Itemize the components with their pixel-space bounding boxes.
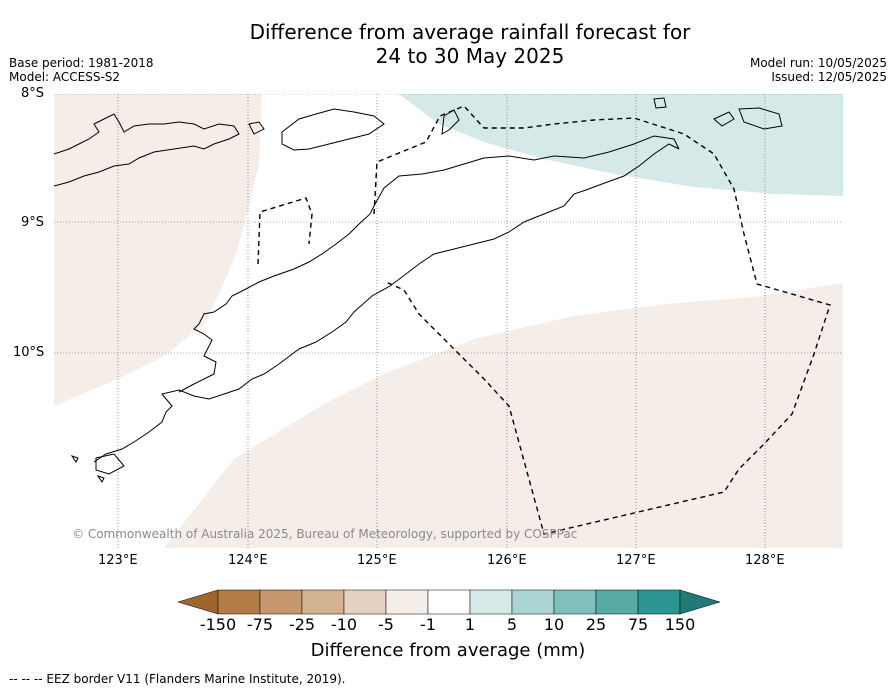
colorbar-tick-label: 10 — [543, 615, 565, 634]
small-island-8 — [96, 475, 105, 483]
colorbar-cell — [217, 589, 261, 615]
small-island-4 — [738, 107, 783, 130]
title-line-1: Difference from average rainfall forecas… — [249, 20, 691, 44]
colorbar-tick-label: 1 — [464, 615, 476, 634]
colorbar-tick-label: -5 — [378, 615, 394, 634]
colorbar-cell — [427, 589, 471, 615]
small-island-2 — [653, 97, 667, 109]
colorbar-tick-label: -75 — [246, 615, 274, 634]
colorbar-cell — [259, 589, 303, 615]
colorbar-tick-label: -150 — [199, 615, 237, 634]
meta-left: Base period: 1981-2018 Model: ACCESS-S2 — [9, 56, 154, 84]
colorbar-cell — [385, 589, 429, 615]
eez-border — [257, 105, 831, 535]
model-run-text: Model run: 10/05/2025 — [749, 56, 887, 70]
lon-label-124e: 124°E — [228, 553, 268, 568]
coastlines — [54, 97, 783, 483]
base-period-text: Base period: 1981-2018 — [9, 56, 154, 70]
colorbar-cell — [511, 589, 555, 615]
northern-islands-coast — [54, 113, 240, 187]
colorbar-tick-label: -25 — [288, 615, 316, 634]
lon-label-128e: 128°E — [745, 553, 785, 568]
colorbar-extend-high — [679, 589, 720, 615]
lon-label-125e: 125°E — [357, 553, 397, 568]
colorbar-tick-label: 5 — [506, 615, 518, 634]
lat-label-10s: 10°S — [13, 345, 45, 360]
lat-label-8s: 8°S — [21, 86, 45, 101]
colorbar-tick-label: 25 — [585, 615, 607, 634]
colorbar-cell — [301, 589, 345, 615]
small-island-3 — [713, 111, 735, 127]
colorbar-cell — [553, 589, 597, 615]
lat-label-9s: 9°S — [21, 215, 45, 230]
lon-label-123e: 123°E — [98, 553, 138, 568]
small-island-7 — [70, 455, 79, 463]
small-island-6 — [95, 453, 125, 475]
rainfall-map — [54, 94, 843, 548]
copyright-credit: © Commonwealth of Australia 2025, Bureau… — [72, 527, 578, 541]
colorbar-cell — [595, 589, 639, 615]
colorbar-cell — [469, 589, 513, 615]
colorbar-extend-low — [178, 589, 219, 615]
colorbar-cell — [343, 589, 387, 615]
dry-region-northwest — [54, 94, 262, 406]
lon-label-127e: 127°E — [616, 553, 656, 568]
colorbar-tick-label: 75 — [627, 615, 649, 634]
colorbar-tick-label: -10 — [330, 615, 358, 634]
wet-region-northeast — [399, 94, 843, 196]
graticule — [54, 94, 843, 548]
timor-coast — [93, 135, 680, 463]
issued-text: Issued: 12/05/2025 — [771, 70, 887, 84]
colorbar-tick-label: 150 — [664, 615, 696, 634]
model-text: Model: ACCESS-S2 — [9, 70, 121, 84]
colorbar-label: Difference from average (mm) — [310, 640, 586, 661]
colorbar-cell — [637, 589, 681, 615]
title-line-2: 24 to 30 May 2025 — [375, 44, 565, 68]
lon-label-126e: 126°E — [487, 553, 527, 568]
colorbar-tick-label: -1 — [420, 615, 436, 634]
meta-right: Model run: 10/05/2025 Issued: 12/05/2025 — [750, 56, 887, 84]
colorbar — [178, 589, 720, 615]
map-title: Difference from average rainfall forecas… — [0, 20, 896, 68]
wetar-coast — [281, 108, 385, 151]
small-island-1 — [248, 121, 265, 135]
eez-footnote: -- -- -- EEZ border V11 (Flanders Marine… — [9, 672, 346, 686]
dry-region-south — [164, 283, 843, 548]
